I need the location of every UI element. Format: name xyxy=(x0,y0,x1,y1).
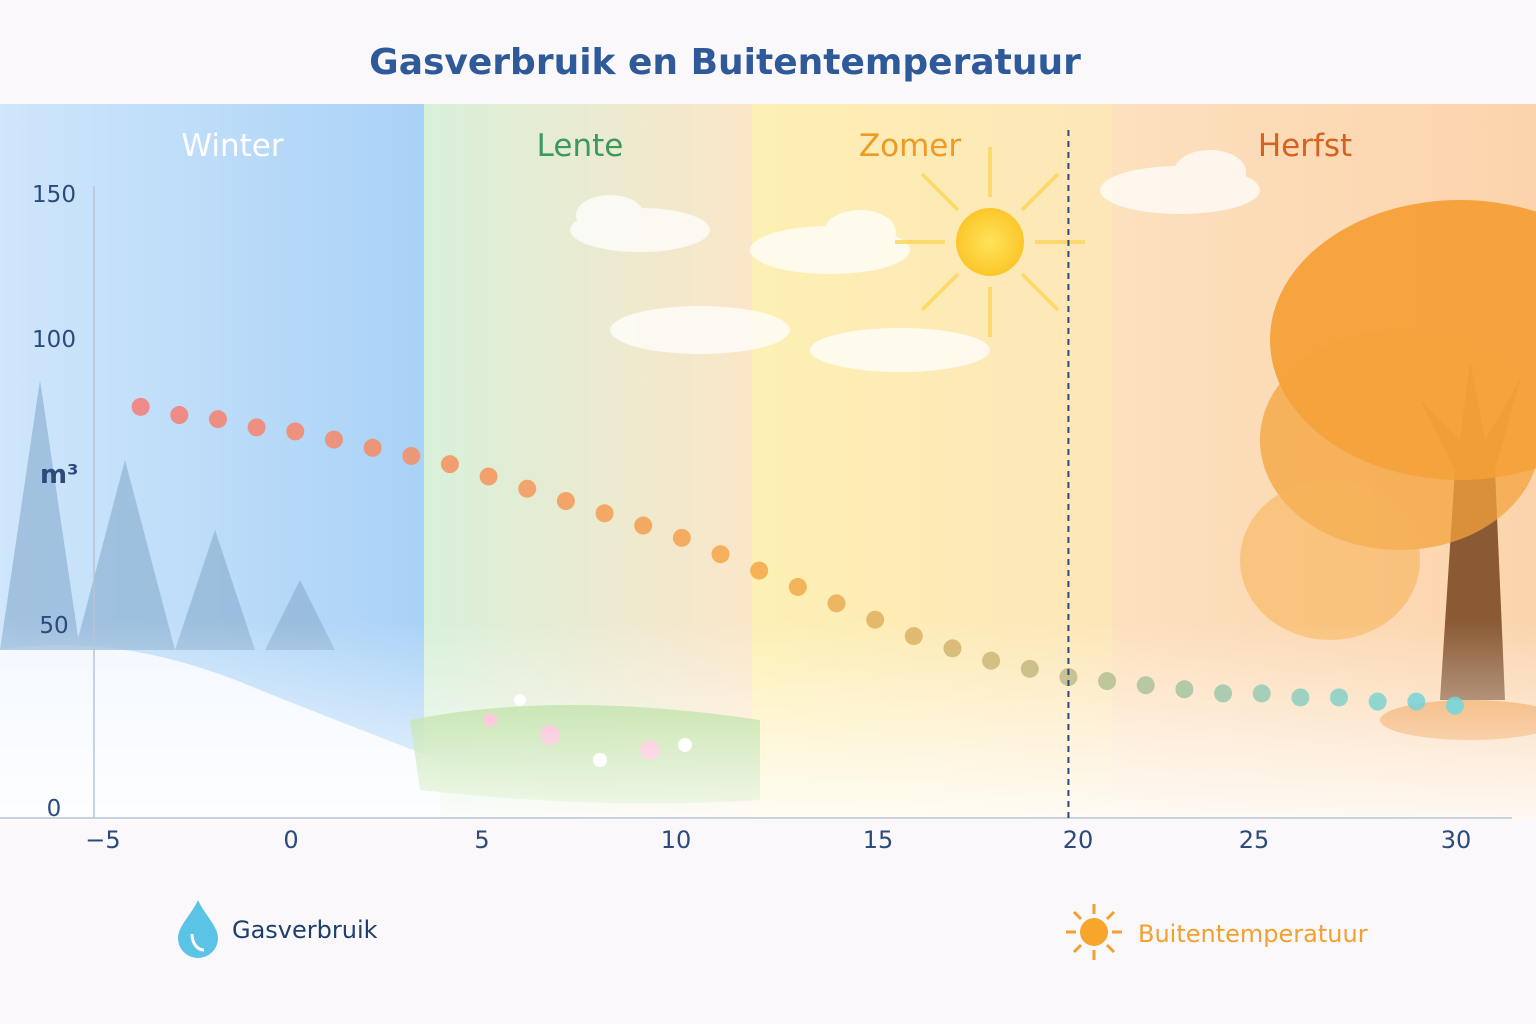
data-point xyxy=(1059,668,1078,687)
y-axis-unit: m³ xyxy=(40,460,79,490)
data-point xyxy=(1330,688,1349,707)
data-point xyxy=(750,561,769,580)
data-point xyxy=(440,455,459,474)
data-point xyxy=(247,418,266,437)
x-tick-label: 10 xyxy=(660,826,692,854)
data-point xyxy=(1214,684,1233,703)
autumn-tree xyxy=(1240,200,1536,740)
data-point xyxy=(402,446,421,465)
data-point xyxy=(208,410,227,429)
data-points xyxy=(131,397,1464,715)
data-point xyxy=(131,397,150,416)
x-tick-label: 20 xyxy=(1062,826,1094,854)
data-point xyxy=(1407,692,1426,711)
data-point xyxy=(866,610,885,629)
data-point xyxy=(634,516,653,535)
water-drop-icon xyxy=(178,900,218,958)
data-point xyxy=(286,422,305,441)
data-point xyxy=(827,594,846,613)
data-point xyxy=(518,479,537,498)
sun-icon xyxy=(1066,904,1122,960)
y-tick-label: 150 xyxy=(32,182,76,208)
season-label-lente: Lente xyxy=(536,128,624,164)
ground-fade xyxy=(0,620,1536,820)
data-point xyxy=(479,467,498,486)
x-tick-label: 30 xyxy=(1440,826,1472,854)
data-point xyxy=(672,528,691,547)
data-point xyxy=(1098,672,1117,691)
x-tick-label: −5 xyxy=(85,826,121,854)
y-tick-label: 100 xyxy=(32,327,76,353)
x-tick-label: 0 xyxy=(283,826,299,854)
data-point xyxy=(1291,688,1310,707)
data-point xyxy=(324,430,343,449)
data-point xyxy=(556,492,575,510)
x-tick-label: 15 xyxy=(862,826,894,854)
data-point xyxy=(982,651,1001,670)
data-point xyxy=(363,438,382,457)
y-tick-label: 50 xyxy=(39,613,69,639)
data-point xyxy=(904,627,923,646)
data-point xyxy=(1252,684,1271,703)
legend-buitentemperatuur: Buitentemperatuur xyxy=(1138,920,1368,948)
data-point xyxy=(595,504,614,523)
x-tick-label: 5 xyxy=(474,826,490,854)
season-label-herfst: Herfst xyxy=(1257,128,1353,164)
data-point xyxy=(943,639,962,658)
data-point xyxy=(1020,659,1039,678)
data-point xyxy=(1368,692,1387,711)
data-point xyxy=(711,545,730,564)
chart-title: Gasverbruik en Buitentemperatuur xyxy=(369,42,1081,83)
y-tick-label: 0 xyxy=(46,796,62,822)
season-label-zomer: Zomer xyxy=(858,128,962,164)
data-point xyxy=(788,577,807,596)
data-point xyxy=(1175,680,1194,699)
summer-sun xyxy=(895,147,1085,337)
data-point xyxy=(170,406,189,425)
season-label-winter: Winter xyxy=(181,128,284,164)
legend-gasverbruik: Gasverbruik xyxy=(232,916,378,944)
clouds xyxy=(570,150,1260,372)
x-tick-label: 25 xyxy=(1238,826,1270,854)
data-point xyxy=(1136,676,1155,695)
data-point xyxy=(1446,696,1464,715)
